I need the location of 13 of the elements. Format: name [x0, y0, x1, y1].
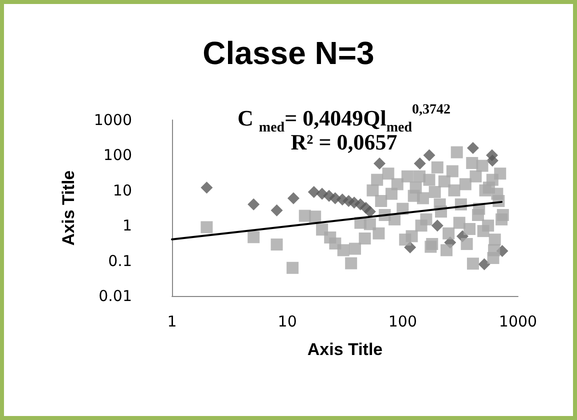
x-axis-title: Axis Title: [307, 340, 383, 359]
y-tick-label: 10: [112, 181, 132, 200]
y-tick-label: 0.01: [98, 287, 132, 305]
y-tick-label: 100: [103, 146, 132, 164]
x-tick-label: 100: [388, 312, 417, 330]
y-tick-label: 0.1: [108, 252, 132, 270]
x-tick-label: 1: [167, 312, 177, 330]
y-tick-label: 1: [122, 216, 132, 235]
x-tick-label: 10: [278, 312, 297, 330]
chart-title: Classe N=3: [202, 35, 374, 71]
x-tick-label: 1000: [498, 312, 538, 330]
y-tick-label: 1000: [94, 111, 132, 129]
y-axis-title: Axis Title: [59, 170, 78, 246]
